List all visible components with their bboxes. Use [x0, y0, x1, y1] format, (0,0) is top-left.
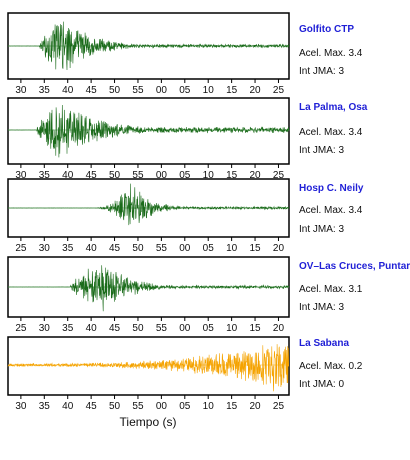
- acel-max-label: Acel. Max. 3.1: [299, 284, 363, 295]
- panel-golfito: 30 35 40 45 50 55 00 05 10 15 20 25 Golfito CTP Ace…: [7, 12, 363, 96]
- acel-max-label: Acel. Max. 3.4: [299, 127, 363, 138]
- waveform-trace: [8, 104, 290, 158]
- station-name: Golfito CTP: [299, 24, 354, 35]
- x-tick-label: 00: [156, 170, 168, 181]
- x-tick-label: 55: [132, 401, 144, 412]
- station-name: La Sabana: [299, 338, 349, 349]
- x-tick-label: 35: [39, 401, 51, 412]
- x-tick-label: 15: [226, 170, 238, 181]
- x-tick-label: 25: [273, 401, 285, 412]
- panel-la-sabana: 30 35 40 45 50 55 00 05 10 15 20 25 La Sabana Acel.…: [7, 336, 363, 412]
- x-tick-label: 55: [156, 323, 168, 334]
- acel-max-label: Acel. Max. 3.4: [299, 205, 363, 216]
- x-tick-label: 55: [132, 85, 144, 96]
- x-tick-label: 40: [86, 323, 98, 334]
- x-tick-label: 50: [132, 243, 144, 254]
- x-tick-label: 45: [109, 243, 121, 254]
- x-tick-label: 45: [86, 401, 98, 412]
- x-axis-ticks: 25 30 35 40 45 50 55 00 05 10 15 20: [15, 317, 284, 334]
- x-tick-label: 10: [203, 170, 215, 181]
- x-tick-label: 30: [15, 85, 27, 96]
- x-axis-ticks: 30 35 40 45 50 55 00 05 10 15 20 25: [15, 395, 284, 412]
- waveform-trace: [7, 21, 290, 71]
- x-axis-ticks: 30 35 40 45 50 55 00 05 10 15 20 25: [15, 79, 284, 96]
- acel-max-label: Acel. Max. 3.4: [299, 48, 363, 59]
- x-tick-label: 15: [249, 323, 261, 334]
- x-tick-label: 45: [86, 85, 98, 96]
- x-tick-label: 15: [226, 401, 238, 412]
- x-tick-label: 30: [15, 401, 27, 412]
- x-tick-label: 00: [156, 85, 168, 96]
- x-tick-label: 20: [249, 85, 261, 96]
- int-jma-label: Int JMA: 3: [299, 224, 344, 235]
- x-tick-label: 05: [179, 85, 191, 96]
- x-tick-label: 45: [86, 170, 98, 181]
- x-axis-ticks: 25 30 35 40 45 50 55 00 05 10 15 20: [15, 237, 284, 254]
- x-tick-label: 10: [226, 323, 238, 334]
- x-tick-label: 00: [179, 243, 191, 254]
- x-tick-label: 35: [62, 323, 74, 334]
- x-tick-label: 45: [109, 323, 121, 334]
- panel-la-palma: 30 35 40 45 50 55 00 05 10 15 20 25 La Palma, Osa A…: [7, 97, 368, 181]
- x-tick-label: 40: [62, 170, 74, 181]
- station-name: La Palma, Osa: [299, 102, 368, 113]
- waveform-trace: [7, 344, 290, 392]
- x-tick-label: 15: [249, 243, 261, 254]
- x-tick-label: 30: [39, 323, 51, 334]
- x-tick-label: 50: [132, 323, 144, 334]
- x-tick-label: 25: [15, 243, 27, 254]
- x-tick-label: 35: [62, 243, 74, 254]
- station-name: OV–Las Cruces, Puntarenas: [299, 261, 410, 272]
- x-tick-label: 25: [273, 85, 285, 96]
- x-tick-label: 40: [86, 243, 98, 254]
- x-tick-label: 05: [203, 323, 215, 334]
- x-tick-label: 05: [179, 170, 191, 181]
- x-tick-label: 40: [62, 401, 74, 412]
- x-tick-label: 10: [203, 85, 215, 96]
- panel-ov-las-cruces: 25 30 35 40 45 50 55 00 05 10 15 20 OV–Las Cruces, …: [7, 256, 410, 334]
- waveform-trace: [7, 183, 289, 226]
- panel-hosp-c-neily: 25 30 35 40 45 50 55 00 05 10 15 20 Hosp C. Neily A…: [7, 178, 364, 254]
- int-jma-label: Int JMA: 0: [299, 379, 344, 390]
- x-tick-label: 20: [249, 170, 261, 181]
- x-tick-label: 05: [203, 243, 215, 254]
- x-tick-label: 50: [109, 170, 121, 181]
- x-tick-label: 40: [62, 85, 74, 96]
- int-jma-label: Int JMA: 3: [299, 66, 344, 77]
- x-tick-label: 10: [226, 243, 238, 254]
- x-tick-label: 10: [203, 401, 215, 412]
- x-tick-label: 20: [249, 401, 261, 412]
- x-tick-label: 05: [179, 401, 191, 412]
- int-jma-label: Int JMA: 3: [299, 302, 344, 313]
- x-tick-label: 35: [39, 170, 51, 181]
- x-tick-label: 20: [273, 323, 285, 334]
- x-tick-label: 25: [273, 170, 285, 181]
- x-tick-label: 15: [226, 85, 238, 96]
- x-tick-label: 35: [39, 85, 51, 96]
- x-axis-ticks: 30 35 40 45 50 55 00 05 10 15 20 25: [15, 164, 284, 181]
- x-tick-label: 30: [15, 170, 27, 181]
- x-tick-label: 55: [156, 243, 168, 254]
- x-tick-label: 50: [109, 401, 121, 412]
- acel-max-label: Acel. Max. 0.2: [299, 361, 363, 372]
- x-tick-label: 50: [109, 85, 121, 96]
- waveform-trace: [7, 265, 290, 312]
- x-tick-label: 30: [39, 243, 51, 254]
- x-tick-label: 20: [273, 243, 285, 254]
- x-axis-label: Tiempo (s): [120, 415, 177, 429]
- x-tick-label: 00: [179, 323, 191, 334]
- x-tick-label: 55: [132, 170, 144, 181]
- station-name: Hosp C. Neily: [299, 183, 364, 194]
- x-tick-label: 00: [156, 401, 168, 412]
- int-jma-label: Int JMA: 3: [299, 145, 344, 156]
- x-tick-label: 25: [15, 323, 27, 334]
